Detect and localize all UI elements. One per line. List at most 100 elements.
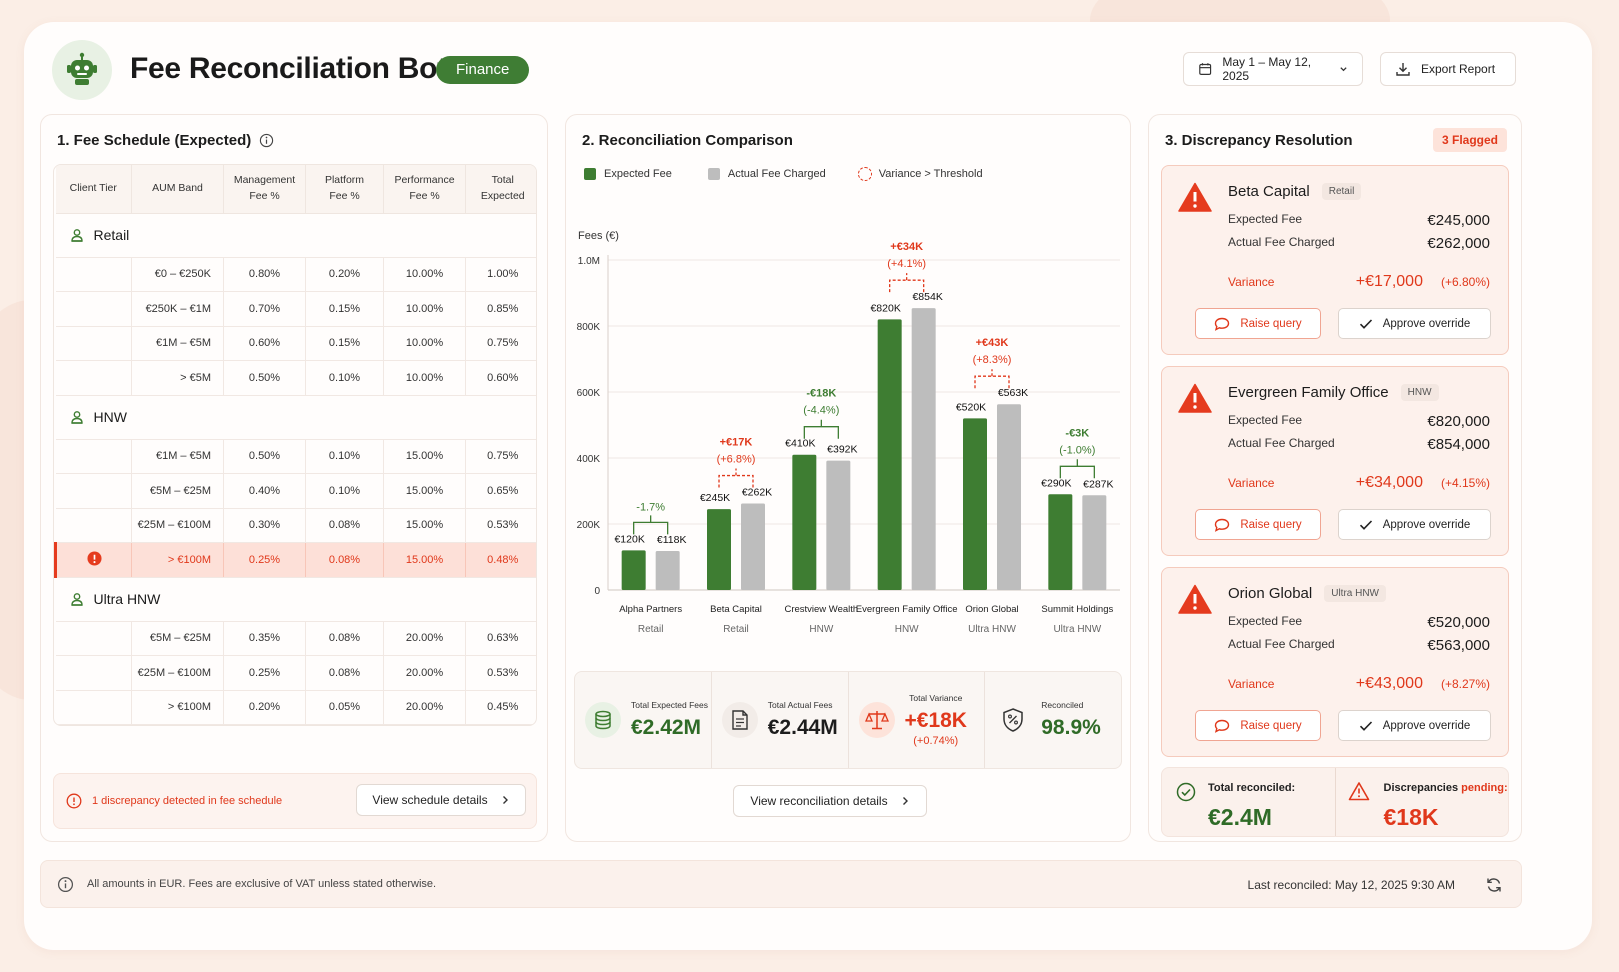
total-expected: 0.53% <box>465 508 536 543</box>
performance-fee: 15.00% <box>383 542 466 578</box>
tier-tag: Retail <box>1321 183 1362 200</box>
table-row[interactable]: €250K – €1M 0.70% 0.15% 10.00% 0.85% <box>55 291 536 327</box>
table-row[interactable]: > €100M 0.20% 0.05% 20.00% 0.45% <box>55 690 536 725</box>
table-row[interactable]: €1M – €5M 0.60% 0.15% 10.00% 0.75% <box>55 326 536 361</box>
platform-fee: 0.15% <box>305 326 384 361</box>
stat-total-actual: Total Actual Fees €2.44M <box>712 672 849 768</box>
table-row[interactable]: €0 – €250K 0.80% 0.20% 10.00% 1.00% <box>55 257 536 292</box>
reconciliation-panel: 2. Reconciliation Comparison Expected Fe… <box>565 114 1131 842</box>
stat-label: Total Actual Fees <box>767 700 833 710</box>
bar-expected <box>877 319 902 590</box>
fee-schedule-table: Client Tier AUM Band Management Fee % Platfo… <box>53 164 537 726</box>
column-header: Platform Fee % <box>305 165 384 214</box>
variance-percent: (+6.8%) <box>717 454 756 466</box>
user-icon <box>70 593 83 606</box>
variance-percent: (+8.3%) <box>973 354 1012 366</box>
bar-expected <box>963 418 987 590</box>
check-icon <box>1359 519 1372 530</box>
approve-override-button[interactable]: Approve override <box>1338 308 1491 339</box>
raise-query-button[interactable]: Raise query <box>1195 710 1321 741</box>
performance-fee: 15.00% <box>383 439 466 474</box>
resolution-summary: Total reconciled: €2.4M Discrepancies pe… <box>1161 767 1509 837</box>
view-schedule-details-button[interactable]: View schedule details <box>356 784 526 816</box>
platform-fee: 0.10% <box>305 439 384 474</box>
performance-fee: 10.00% <box>383 291 466 327</box>
x-tier-label: HNW <box>809 624 833 635</box>
pending-summary: Discrepancies pending: €18K <box>1336 768 1509 836</box>
export-report-button[interactable]: Export Report <box>1380 52 1516 86</box>
footer-bar: All amounts in EUR. Fees are exclusive o… <box>40 860 1522 908</box>
table-row[interactable]: €25M – €100M 0.30% 0.08% 15.00% 0.53% <box>55 508 536 543</box>
variance-percent: (+8.27%) <box>1440 677 1490 691</box>
variance-amount: +€34K <box>890 241 923 253</box>
column-header-text: Management <box>233 174 296 186</box>
bar-label-expected: €120K <box>614 533 644 545</box>
flagged-count-badge: 3 Flagged <box>1432 128 1507 152</box>
bar-expected <box>707 509 731 590</box>
table-row[interactable]: €5M – €25M 0.35% 0.08% 20.00% 0.63% <box>55 621 536 656</box>
table-row[interactable]: > €5M 0.50% 0.10% 10.00% 0.60% <box>55 360 536 396</box>
comparison-title: 2. Reconciliation Comparison <box>582 132 793 149</box>
management-fee: 0.40% <box>223 473 306 509</box>
x-tier-label: Ultra HNW <box>968 624 1016 635</box>
platform-fee: 0.10% <box>305 473 384 509</box>
variance-percent: (-4.4%) <box>803 405 839 417</box>
fee-schedule-title: 1. Fee Schedule (Expected) <box>57 132 252 149</box>
legend-threshold: Variance > Threshold <box>878 168 983 180</box>
aum-band: €1M – €5M <box>131 326 224 361</box>
refresh-icon[interactable] <box>1485 876 1503 894</box>
column-header-text: Fee % <box>409 189 440 202</box>
variance-bracket <box>974 369 1010 389</box>
expected-row: Expected Fee €520,000 <box>1228 614 1490 631</box>
table-row-flagged[interactable]: > €100M 0.25% 0.08% 15.00% 0.48% <box>54 542 536 578</box>
raise-query-button[interactable]: Raise query <box>1195 509 1321 540</box>
view-reconciliation-details-button[interactable]: View reconciliation details <box>733 785 927 817</box>
column-header-text: Total <box>491 174 514 186</box>
warning-icon <box>1178 584 1212 614</box>
bar-actual <box>911 308 936 590</box>
stat-total-expected: Total Expected Fees €2.42M <box>575 672 712 768</box>
raise-query-label: Raise query <box>1240 317 1302 330</box>
approve-override-button[interactable]: Approve override <box>1338 710 1491 741</box>
tier-group-row: HNW <box>55 395 536 440</box>
performance-fee: 20.00% <box>383 655 466 691</box>
date-range-picker[interactable]: May 1 – May 12, 2025 <box>1183 52 1363 86</box>
warning-icon <box>1178 383 1212 413</box>
variance-amount: -€3K <box>1065 427 1089 439</box>
coins-icon <box>585 702 621 738</box>
bar-label-expected: €290K <box>1041 477 1071 489</box>
page-title: Fee Reconciliation Bot <box>130 52 447 85</box>
management-fee: 0.25% <box>223 655 306 691</box>
bar-expected <box>792 454 817 590</box>
user-icon <box>70 411 83 424</box>
total-expected: 0.85% <box>465 291 536 327</box>
export-label: Export Report <box>1421 62 1496 76</box>
last-reconciled-text: Last reconciled: May 12, 2025 9:30 AM <box>1247 878 1455 892</box>
info-icon[interactable] <box>259 133 274 148</box>
approve-override-button[interactable]: Approve override <box>1338 509 1491 540</box>
reconciled-label: Total reconciled: <box>1208 782 1296 794</box>
app-window: Fee Reconciliation Bot Finance May 1 – M… <box>24 22 1592 950</box>
y-axis-title: Fees (€) <box>578 230 619 242</box>
status-cell <box>55 439 132 474</box>
table-row[interactable]: €5M – €25M 0.40% 0.10% 15.00% 0.65% <box>55 473 536 509</box>
table-row[interactable]: €25M – €100M 0.25% 0.08% 20.00% 0.53% <box>55 655 536 691</box>
total-expected: 1.00% <box>465 257 536 292</box>
table-row[interactable]: €1M – €5M 0.50% 0.10% 15.00% 0.75% <box>55 439 536 474</box>
management-fee: 0.50% <box>223 439 306 474</box>
actual-value: €262,000 <box>1427 235 1490 252</box>
raise-query-button[interactable]: Raise query <box>1195 308 1321 339</box>
variance-amount: -€18K <box>806 388 836 400</box>
discrepancy-panel: 3. Discrepancy Resolution 3 Flagged Beta… <box>1148 114 1522 842</box>
legend-actual-swatch <box>707 168 720 180</box>
column-header-text: AUM Band <box>152 181 203 194</box>
performance-fee: 10.00% <box>383 257 466 292</box>
stat-value: +€18K <box>904 709 967 732</box>
x-category-label: Orion Global <box>965 604 1018 615</box>
alert-circle-icon <box>86 551 102 566</box>
variance-percent: (-1.0%) <box>1059 444 1095 456</box>
performance-fee: 20.00% <box>383 690 466 725</box>
reconciliation-stats: Total Expected Fees €2.42M Total Actual F… <box>574 671 1122 769</box>
expected-label: Expected Fee <box>1228 614 1303 628</box>
column-header: Client Tier <box>55 165 132 214</box>
